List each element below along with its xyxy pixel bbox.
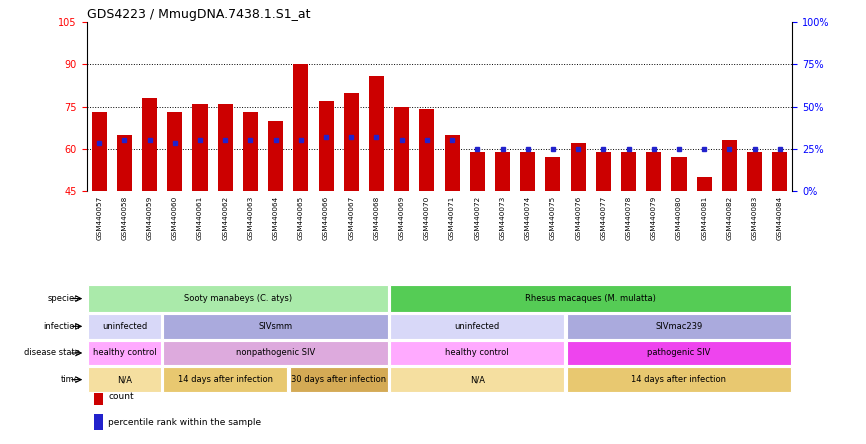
Text: infection: infection <box>42 322 80 331</box>
Text: 14 days after infection: 14 days after infection <box>631 375 727 384</box>
Text: GSM440083: GSM440083 <box>752 196 758 240</box>
Bar <box>546 157 560 191</box>
Bar <box>394 107 410 191</box>
Bar <box>747 151 762 191</box>
Bar <box>469 151 485 191</box>
Text: SIVsmm: SIVsmm <box>259 322 293 331</box>
FancyBboxPatch shape <box>391 285 792 312</box>
Text: N/A: N/A <box>470 375 485 384</box>
Bar <box>117 135 132 191</box>
Bar <box>92 112 107 191</box>
Text: GSM440057: GSM440057 <box>96 196 102 240</box>
FancyBboxPatch shape <box>566 341 792 365</box>
Text: species: species <box>48 294 80 303</box>
Bar <box>721 140 737 191</box>
Bar <box>268 121 283 191</box>
Bar <box>520 151 535 191</box>
Bar <box>596 151 611 191</box>
FancyBboxPatch shape <box>164 341 388 365</box>
Text: GSM440073: GSM440073 <box>500 196 506 240</box>
Text: GSM440059: GSM440059 <box>146 196 152 240</box>
Text: GSM440063: GSM440063 <box>248 196 254 240</box>
FancyBboxPatch shape <box>289 367 388 392</box>
Bar <box>167 112 183 191</box>
Text: GSM440084: GSM440084 <box>777 196 783 240</box>
Text: GSM440080: GSM440080 <box>676 196 682 240</box>
Text: GSM440077: GSM440077 <box>600 196 606 240</box>
Text: GSM440060: GSM440060 <box>171 196 178 240</box>
FancyBboxPatch shape <box>391 341 565 365</box>
FancyBboxPatch shape <box>391 367 565 392</box>
Bar <box>94 414 103 430</box>
Bar <box>646 151 662 191</box>
FancyBboxPatch shape <box>566 314 792 339</box>
Bar <box>294 64 308 191</box>
FancyBboxPatch shape <box>566 367 792 392</box>
Bar <box>495 151 510 191</box>
Text: 14 days after infection: 14 days after infection <box>178 375 273 384</box>
FancyBboxPatch shape <box>164 314 388 339</box>
Text: GSM440067: GSM440067 <box>348 196 354 240</box>
Text: GSM440065: GSM440065 <box>298 196 304 240</box>
Text: GSM440081: GSM440081 <box>701 196 708 240</box>
FancyBboxPatch shape <box>391 314 565 339</box>
Text: GSM440062: GSM440062 <box>223 196 229 240</box>
Text: GSM440066: GSM440066 <box>323 196 329 240</box>
Bar <box>621 151 637 191</box>
Text: Rhesus macaques (M. mulatta): Rhesus macaques (M. mulatta) <box>526 294 656 303</box>
Bar <box>571 143 585 191</box>
Text: GSM440076: GSM440076 <box>575 196 581 240</box>
FancyBboxPatch shape <box>87 367 161 392</box>
Text: 30 days after infection: 30 days after infection <box>291 375 386 384</box>
Text: Sooty manabeys (C. atys): Sooty manabeys (C. atys) <box>184 294 292 303</box>
Text: SIVmac239: SIVmac239 <box>656 322 702 331</box>
Bar <box>444 135 460 191</box>
Text: GSM440058: GSM440058 <box>121 196 127 240</box>
Bar <box>192 104 208 191</box>
Text: GSM440074: GSM440074 <box>525 196 531 240</box>
Text: GSM440069: GSM440069 <box>398 196 404 240</box>
Text: uninfected: uninfected <box>102 322 147 331</box>
Bar <box>242 112 258 191</box>
FancyBboxPatch shape <box>164 367 287 392</box>
Text: time: time <box>61 375 80 384</box>
Bar <box>319 101 333 191</box>
Bar <box>217 104 233 191</box>
Text: GSM440070: GSM440070 <box>423 196 430 240</box>
Text: GSM440078: GSM440078 <box>625 196 631 240</box>
Text: nonpathogenic SIV: nonpathogenic SIV <box>236 349 315 357</box>
Bar <box>142 98 158 191</box>
Bar <box>94 388 103 404</box>
Text: count: count <box>108 392 133 401</box>
Text: healthy control: healthy control <box>445 349 509 357</box>
Text: GSM440079: GSM440079 <box>650 196 656 240</box>
Bar <box>696 177 712 191</box>
Bar <box>671 157 687 191</box>
Text: GDS4223 / MmugDNA.7438.1.S1_at: GDS4223 / MmugDNA.7438.1.S1_at <box>87 8 310 21</box>
Text: GSM440064: GSM440064 <box>273 196 279 240</box>
Text: GSM440071: GSM440071 <box>449 196 456 240</box>
Text: percentile rank within the sample: percentile rank within the sample <box>108 417 262 427</box>
Text: N/A: N/A <box>117 375 132 384</box>
Bar <box>419 109 435 191</box>
FancyBboxPatch shape <box>87 341 161 365</box>
FancyBboxPatch shape <box>87 314 161 339</box>
Bar <box>344 92 359 191</box>
Text: GSM440072: GSM440072 <box>475 196 481 240</box>
Text: GSM440075: GSM440075 <box>550 196 556 240</box>
Text: healthy control: healthy control <box>93 349 156 357</box>
Text: GSM440082: GSM440082 <box>727 196 733 240</box>
Text: pathogenic SIV: pathogenic SIV <box>647 349 711 357</box>
Text: disease state: disease state <box>23 349 80 357</box>
Bar <box>369 75 384 191</box>
Text: uninfected: uninfected <box>455 322 500 331</box>
Text: GSM440068: GSM440068 <box>373 196 379 240</box>
Bar <box>772 151 787 191</box>
Text: GSM440061: GSM440061 <box>197 196 203 240</box>
FancyBboxPatch shape <box>87 285 388 312</box>
